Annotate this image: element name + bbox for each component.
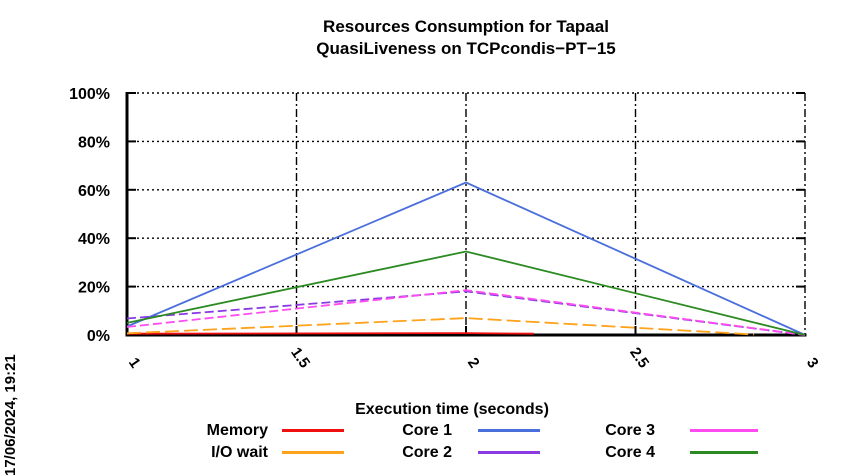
x-tick-label: 1: [125, 355, 144, 372]
series-line-memory: [126, 332, 534, 335]
legend-swatch-core-2: [478, 450, 540, 454]
chart-title-line2: QuasiLiveness on TCPcondis−PT−15: [316, 39, 616, 58]
y-tick-label: 0%: [87, 328, 110, 345]
series-line-core-2: [126, 290, 806, 336]
legend-swatch-i-o-wait: [282, 450, 344, 454]
x-tick-label: 2.5: [626, 344, 652, 371]
series-line-i-o-wait: [126, 317, 755, 336]
legend-label-core-2: Core 2: [402, 443, 452, 461]
x-tick-label: 2: [464, 355, 483, 372]
y-tick-label: 20%: [78, 280, 110, 297]
chart-title-line1: Resources Consumption for Tapaal: [323, 17, 609, 36]
series-line-core-3: [126, 289, 806, 336]
series-line-core-4: [126, 250, 806, 336]
series-line-core-1: [126, 181, 806, 336]
legend-label-core-3: Core 3: [605, 422, 655, 439]
legend-swatch-core-3: [690, 429, 758, 432]
y-tick-label: 80%: [78, 134, 110, 151]
legend-label-i-o-wait: I/O wait: [211, 443, 268, 461]
legend-label-core-1: Core 1: [402, 422, 452, 439]
legend-label-memory: Memory: [206, 422, 268, 439]
legend-label-core-4: Core 4: [605, 443, 655, 461]
y-tick-label: 60%: [78, 183, 110, 200]
x-tick-label: 3: [803, 355, 822, 372]
x-tick-label: 1.5: [287, 344, 313, 371]
y-tick-label: 40%: [78, 231, 110, 248]
legend-swatch-memory: [282, 429, 344, 432]
x-axis-title: Execution time (seconds): [355, 401, 549, 418]
y-tick-label: 100%: [69, 86, 110, 103]
legend-swatch-core-1: [478, 429, 540, 432]
chart-title: Resources Consumption for Tapaal QuasiLi…: [66, 16, 850, 60]
legend-swatch-core-4: [690, 450, 758, 454]
